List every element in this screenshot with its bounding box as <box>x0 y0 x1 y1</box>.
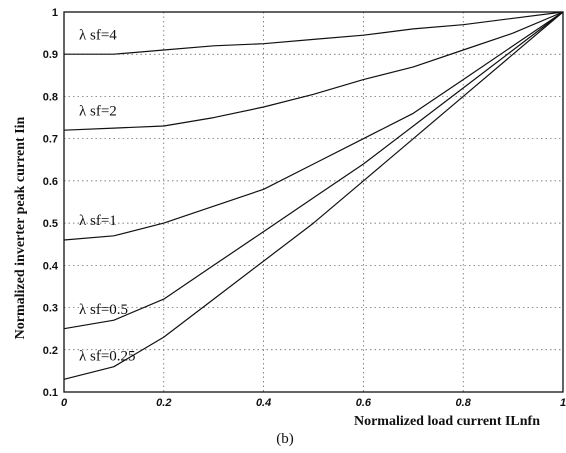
plot-frame <box>63 11 564 393</box>
series-label-2: λ sf=1 <box>79 213 117 229</box>
series-line-3 <box>63 11 564 330</box>
y-tick-label: 0.3 <box>43 303 58 315</box>
series-labels: λ sf=4 λ sf=2 λ sf=1 λ sf=0.5 λ sf=0.25 <box>79 27 136 364</box>
y-tick-label: 0.2 <box>43 345 58 357</box>
y-tick-label: 0.8 <box>43 91 58 103</box>
series-line-1 <box>63 11 564 131</box>
series-line-0 <box>64 11 564 55</box>
tick-labels: 0 0.2 0.4 0.6 0.8 1 0.1 0.2 0.3 0.4 0.5 0.6 0.7 0.8 0.… <box>43 7 566 409</box>
y-tick-label: 1 <box>52 7 58 19</box>
y-tick-label: 0.9 <box>43 49 58 61</box>
series-label-3: λ sf=0.5 <box>79 302 128 318</box>
x-axis-title: Normalized load current ILnfn <box>354 414 540 429</box>
figure-caption: (b) <box>276 431 294 447</box>
x-tick-label: 0.2 <box>156 397 171 409</box>
y-axis-title: Normalized inverter peak current Iin <box>13 116 28 339</box>
x-tick-label: 0.6 <box>356 397 372 409</box>
y-tick-label: 0.4 <box>43 260 59 272</box>
x-tick-label: 1 <box>560 397 566 409</box>
y-tick-label: 0.5 <box>43 218 58 230</box>
series-label-0: λ sf=4 <box>79 27 117 43</box>
series-lines <box>63 11 564 380</box>
grid <box>64 12 563 392</box>
y-tick-label: 0.7 <box>43 134 58 146</box>
series-label-1: λ sf=2 <box>79 103 117 119</box>
y-tick-label: 0.1 <box>43 387 58 399</box>
x-tick-label: 0.8 <box>456 397 472 409</box>
y-tick-label: 0.6 <box>43 176 58 188</box>
x-tick-label: 0 <box>61 397 68 409</box>
x-tick-label: 0.4 <box>256 397 271 409</box>
series-line-2 <box>63 11 564 241</box>
series-line-4 <box>63 11 564 380</box>
series-label-4: λ sf=0.25 <box>79 348 136 364</box>
